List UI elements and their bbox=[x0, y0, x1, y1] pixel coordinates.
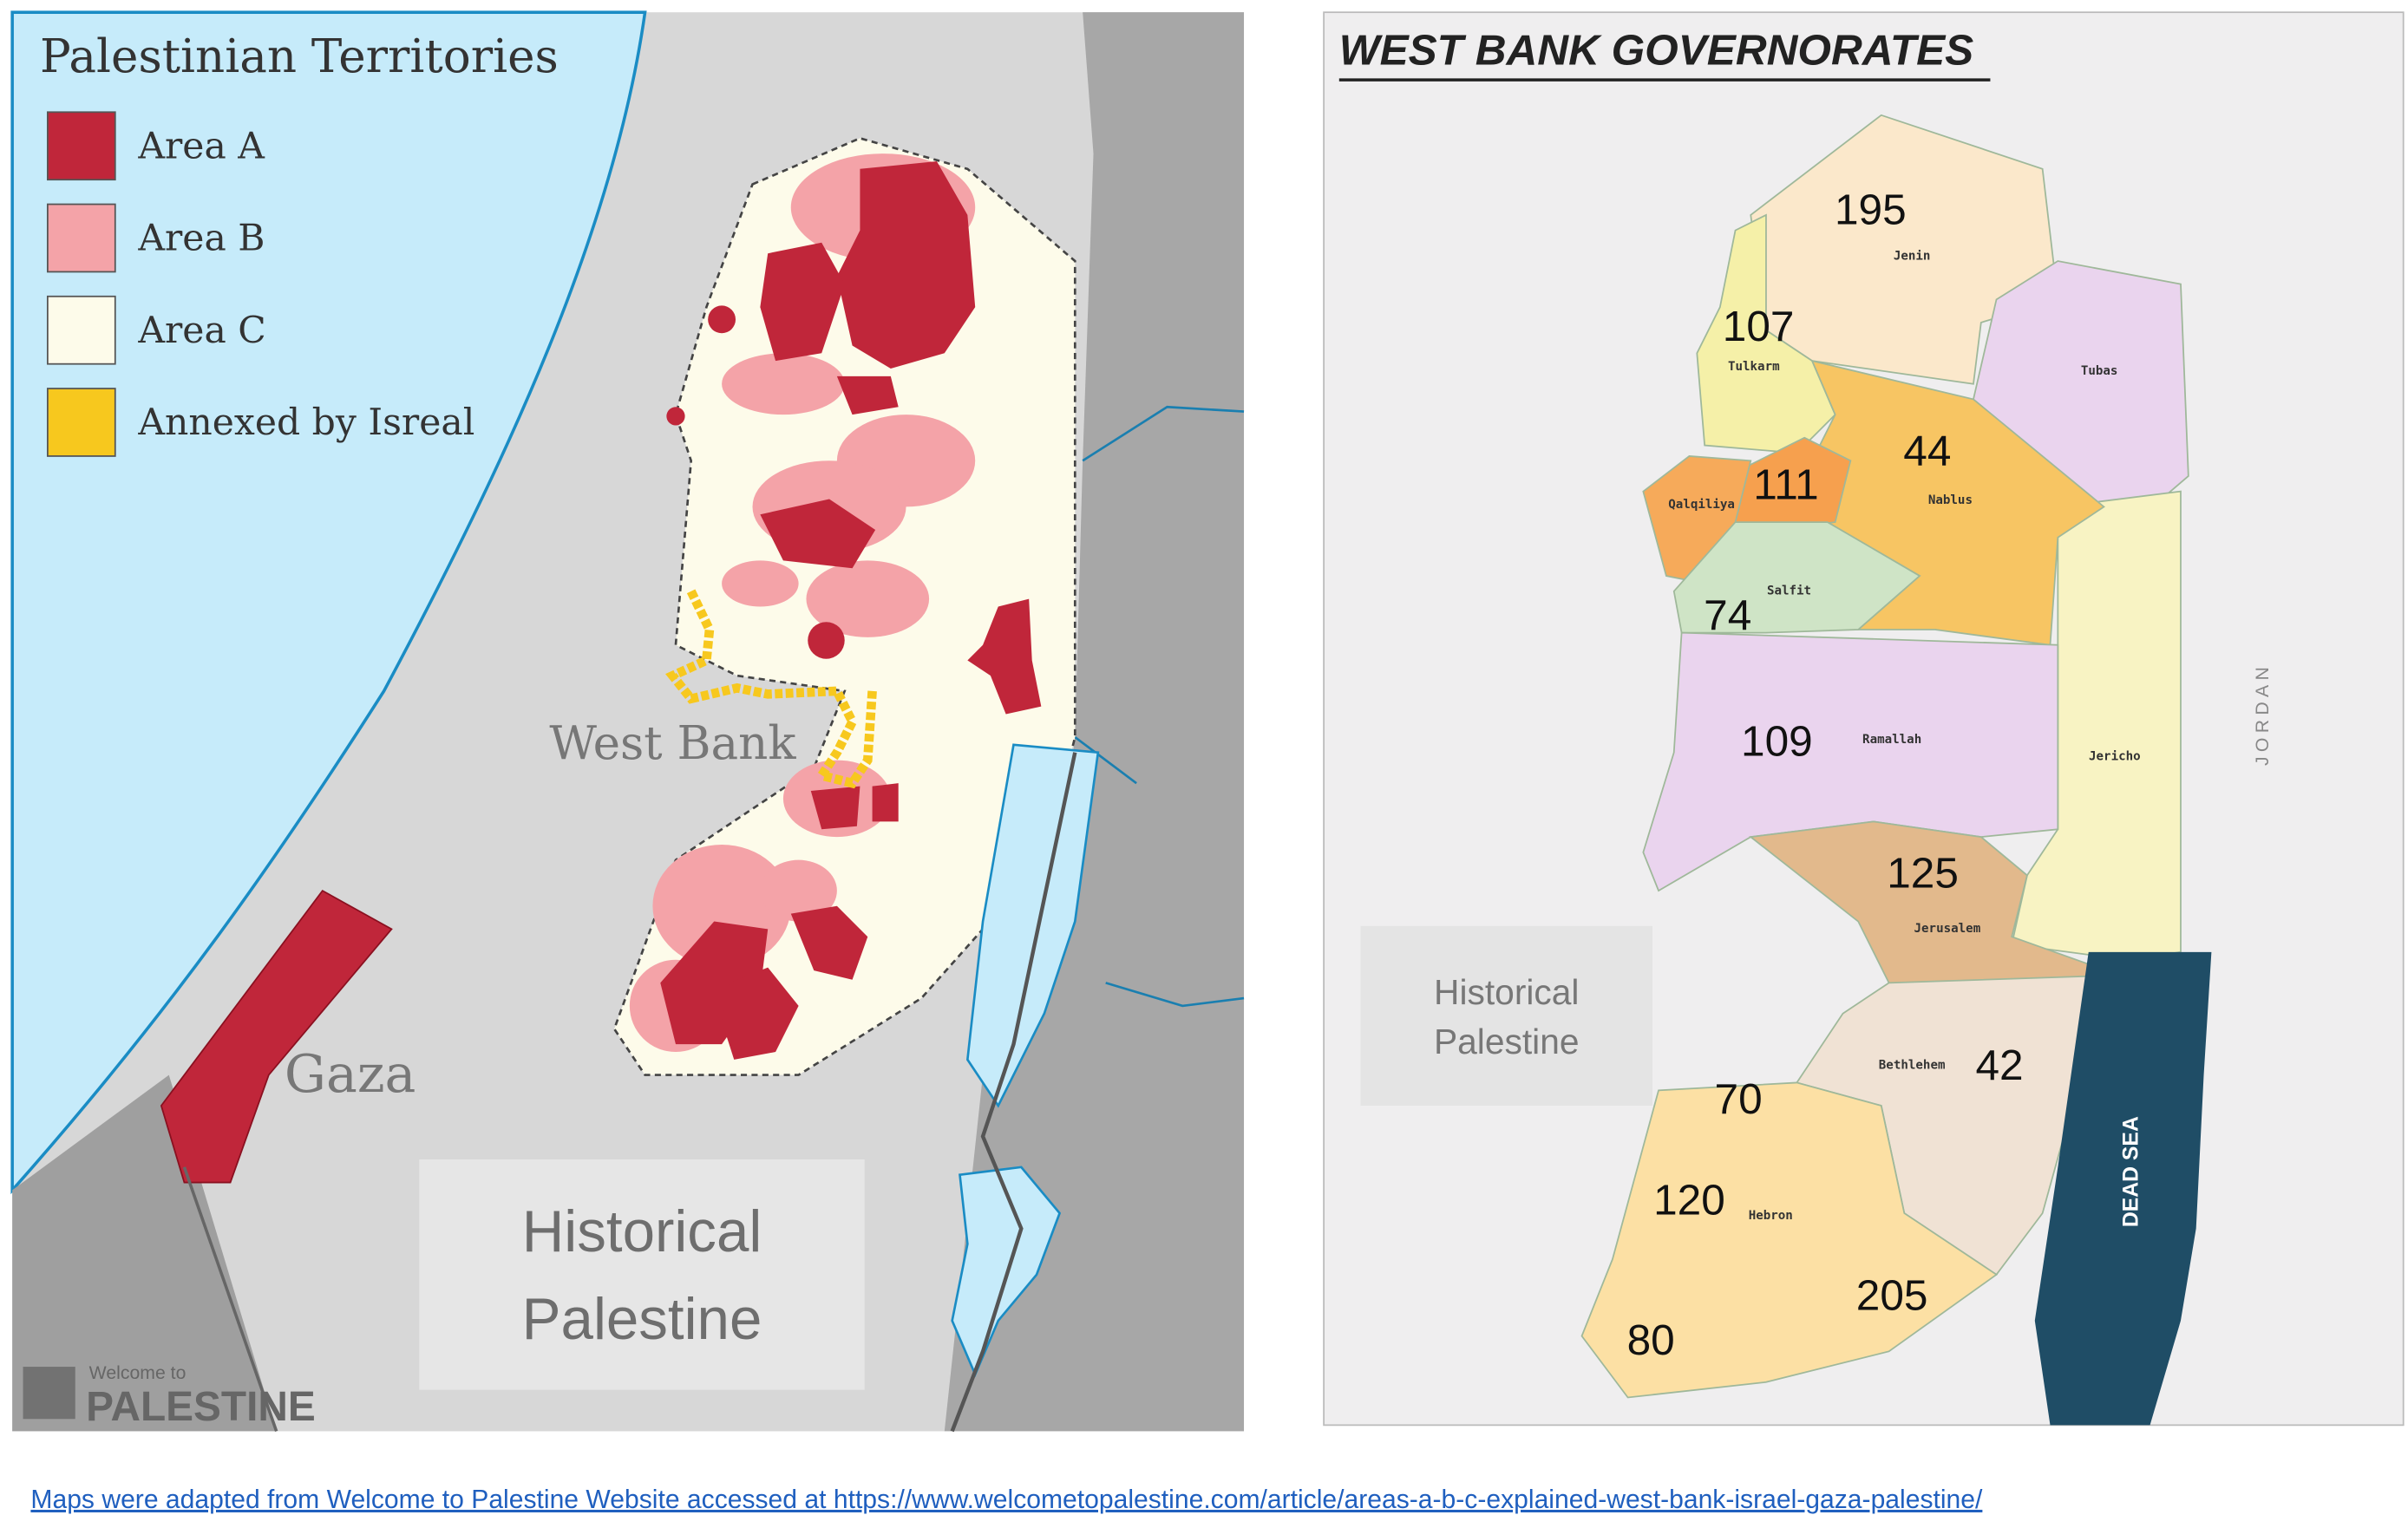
governorate-name: Bethlehem bbox=[1879, 1059, 1946, 1073]
jerusalem-area bbox=[1749, 820, 2120, 984]
area-a bbox=[760, 242, 845, 362]
governorate-name: Qalqiliya bbox=[1668, 498, 1735, 512]
area-b bbox=[760, 859, 837, 922]
governorate-number: 205 bbox=[1856, 1271, 1928, 1320]
area-a bbox=[666, 407, 685, 426]
gaza-label: Gaza bbox=[285, 1044, 416, 1105]
left-map-title: Palestinian Territories bbox=[40, 29, 559, 83]
border bbox=[950, 752, 1077, 1433]
logo-icon bbox=[23, 1367, 75, 1420]
area-a bbox=[967, 598, 1042, 715]
historical-palestine-label: Historical bbox=[522, 1199, 762, 1264]
governorate-name: Ramallah bbox=[1862, 733, 1921, 747]
area-b bbox=[806, 560, 930, 637]
governorate-name: Tulkarm bbox=[1728, 360, 1780, 374]
legend-swatch bbox=[46, 111, 116, 181]
sea bbox=[10, 10, 647, 1195]
right-map: WEST BANK GOVERNORATES DEAD SEA JORDAN H… bbox=[1323, 11, 2405, 1427]
governorate-number: 44 bbox=[1903, 427, 1951, 475]
jericho-area bbox=[2011, 490, 2182, 961]
area-a bbox=[836, 160, 976, 369]
governorate-name: Nablus bbox=[1928, 493, 1973, 507]
governorate-number: 80 bbox=[1627, 1316, 1675, 1364]
governorate-name: Jenin bbox=[1894, 249, 1931, 263]
governorate-number: 70 bbox=[1715, 1074, 1763, 1123]
left-map: Historical Palestine West Bank Gaza Pale… bbox=[10, 10, 1245, 1433]
governorate-number: 42 bbox=[1976, 1041, 2024, 1089]
area-a bbox=[722, 967, 799, 1060]
governorate-name: Tubas bbox=[2081, 364, 2118, 378]
egypt-land bbox=[12, 1074, 277, 1432]
legend-swatch bbox=[46, 203, 116, 273]
legend: Area A Area B Area C Annexed by Isreal bbox=[46, 111, 474, 457]
dead-sea-label: DEAD SEA bbox=[2119, 1116, 2143, 1227]
legend-label: Annexed by Isreal bbox=[137, 402, 474, 444]
historical-palestine-box bbox=[1360, 925, 1652, 1107]
governorate-name: Salfit bbox=[1767, 584, 1811, 597]
hebron-area bbox=[1580, 1081, 1999, 1399]
area-a bbox=[790, 905, 868, 980]
governorate-number: 109 bbox=[1741, 716, 1813, 765]
jordan-land bbox=[944, 12, 1245, 1432]
jordan-label: JORDAN bbox=[2252, 663, 2273, 766]
source-link[interactable]: Maps were adapted from Welcome to Palest… bbox=[30, 1486, 1983, 1514]
governorate-name: Jericho bbox=[2089, 750, 2141, 764]
west-bank-label: West Bank bbox=[549, 716, 796, 770]
logo-large: PALESTINE bbox=[86, 1384, 316, 1430]
governorate-name: Hebron bbox=[1749, 1209, 1793, 1223]
area-a-patches bbox=[660, 160, 1042, 1060]
dead-sea bbox=[2034, 951, 2212, 1426]
area-a bbox=[810, 786, 860, 830]
border bbox=[182, 1166, 278, 1433]
governorate-shapes bbox=[1580, 114, 2189, 1399]
dead-sea bbox=[951, 1166, 1062, 1378]
legend-swatch bbox=[46, 388, 116, 457]
logo: Welcome to PALESTINE bbox=[23, 1362, 316, 1430]
governorate-number: 195 bbox=[1835, 186, 1907, 234]
governorate-number: 111 bbox=[1753, 460, 1818, 509]
legend-label: Area A bbox=[137, 125, 265, 167]
area-a bbox=[872, 783, 899, 822]
area-a bbox=[708, 305, 736, 334]
jordan-river-lake bbox=[965, 743, 1100, 1108]
area-b bbox=[722, 560, 799, 607]
tulkarm-area bbox=[1696, 213, 1836, 454]
legend-swatch bbox=[46, 295, 116, 365]
area-a bbox=[808, 622, 845, 659]
historical-palestine-label: Palestine bbox=[522, 1287, 762, 1352]
governorate-labels: Jenin Tulkarm Tubas Qalqiliya Nablus Salfit Ra… bbox=[1627, 186, 2141, 1364]
area-a bbox=[760, 499, 876, 569]
historical-palestine-label: Palestine bbox=[1434, 1022, 1579, 1061]
governorate-number: 125 bbox=[1887, 849, 1959, 898]
rivers bbox=[1074, 405, 1245, 1008]
legend-label: Area B bbox=[137, 218, 265, 260]
logo-small: Welcome to bbox=[89, 1362, 186, 1383]
historical-palestine-label: Historical bbox=[1434, 972, 1579, 1012]
gaza-strip bbox=[160, 889, 393, 1184]
governorate-number: 74 bbox=[1704, 591, 1751, 639]
legend-label: Area C bbox=[137, 310, 265, 352]
governorate-number: 107 bbox=[1723, 302, 1795, 350]
area-b bbox=[722, 353, 845, 415]
governorate-name: Jerusalem bbox=[1914, 922, 1981, 936]
area-a bbox=[836, 375, 899, 415]
annexed-area bbox=[665, 589, 877, 789]
historical-palestine-box bbox=[419, 1159, 865, 1390]
right-map-title: WEST BANK GOVERNORATES bbox=[1339, 25, 1973, 74]
governorate-number: 120 bbox=[1653, 1176, 1725, 1224]
